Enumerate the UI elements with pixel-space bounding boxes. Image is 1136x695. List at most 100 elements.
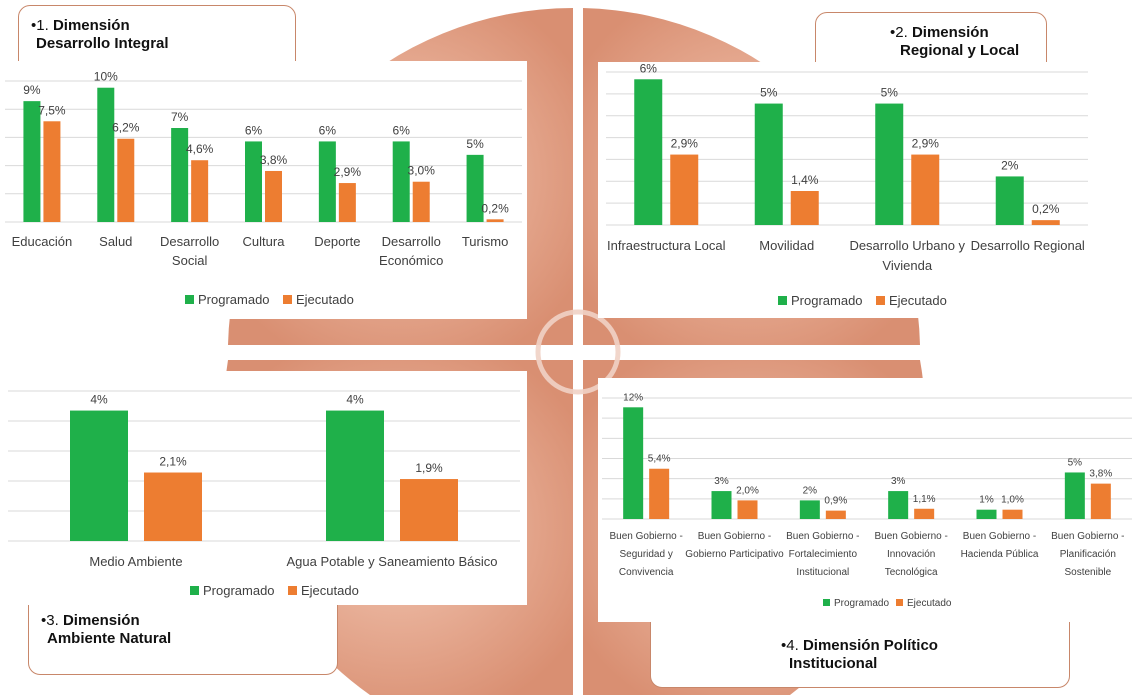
value-label-ejecutado: 4,6%	[186, 142, 214, 156]
bar-programado	[711, 491, 732, 519]
legend-label-programado: Programado	[791, 293, 863, 308]
bar-programado	[1064, 472, 1085, 519]
category-label: Agua Potable y Saneamiento Básico	[286, 554, 497, 569]
value-label-programado: 12%	[623, 392, 643, 403]
center-cycle-ring	[535, 309, 621, 395]
value-label-programado: 6%	[640, 62, 658, 75]
category-label: Fortalecimiento	[789, 549, 858, 560]
category-label: Hacienda Pública	[961, 549, 1039, 560]
value-label-ejecutado: 3,8%	[1089, 469, 1112, 480]
dimension-4-title-line1: Dimensión Político	[802, 637, 938, 654]
value-label-ejecutado: 3,0%	[408, 164, 436, 178]
category-label: Buen Gobierno -	[698, 531, 771, 542]
legend-label-programado: Programado	[834, 598, 889, 609]
legend-label-programado: Programado	[198, 292, 270, 307]
dimension-4-title-line2: Institucional	[789, 655, 878, 672]
chart-politico-institucional: 12% 5,4% Buen Gobierno - Seguridad y Convive…	[602, 392, 1132, 609]
category-label: Desarrollo	[382, 234, 441, 249]
category-label: Movilidad	[759, 238, 814, 253]
value-label-programado: 6%	[393, 123, 411, 137]
dimension-2-title-line2: Regional y Local	[900, 42, 1020, 59]
value-label-programado: 6%	[245, 123, 263, 137]
chart-panel-ambiente-natural: 4% 2,1% Medio Ambiente 4% 1,9% Agua Potable y…	[0, 371, 527, 605]
bar-ejecutado	[486, 219, 504, 222]
bar-ejecutado	[914, 508, 935, 519]
chart-panel-desarrollo-integral: 9% 7,5% Educación 10% 6,2% Salud 7% 4,6% Desarro…	[0, 61, 527, 319]
legend-label-programado: Programado	[203, 583, 275, 598]
value-label-ejecutado: 2,9%	[671, 137, 699, 151]
category-label: Buen Gobierno -	[786, 531, 859, 542]
chart-panel-politico-institucional: 12% 5,4% Buen Gobierno - Seguridad y Convive…	[598, 378, 1136, 622]
category-label: Tecnológica	[885, 567, 938, 578]
value-label-programado: 4%	[346, 393, 364, 407]
category-label: Buen Gobierno -	[963, 531, 1036, 542]
bar-ejecutado	[1031, 220, 1060, 225]
bar-ejecutado	[911, 154, 940, 225]
category-label: Institucional	[796, 567, 849, 578]
bar-ejecutado	[1002, 509, 1023, 519]
category-label: Desarrollo Regional	[971, 238, 1085, 253]
value-label-programado: 9%	[23, 83, 41, 97]
legend-label-ejecutado: Ejecutado	[301, 583, 359, 598]
value-label-ejecutado: 2,9%	[912, 137, 940, 151]
value-label-ejecutado: 2,9%	[334, 165, 362, 179]
bar-programado	[245, 141, 262, 222]
legend-label-ejecutado: Ejecutado	[889, 293, 947, 308]
bar-programado	[995, 176, 1024, 225]
bar-ejecutado	[144, 472, 202, 541]
category-label: Cultura	[243, 234, 286, 249]
bar-ejecutado	[1090, 483, 1111, 519]
category-label: Económico	[379, 253, 443, 268]
bar-programado	[318, 141, 336, 222]
bar-programado	[754, 103, 783, 225]
value-label-programado: 2%	[1001, 158, 1019, 172]
legend-swatch-ejecutado	[896, 599, 903, 606]
category-label: Buen Gobierno -	[874, 531, 947, 542]
category-label: Desarrollo Urbano y	[849, 238, 965, 253]
bar-programado	[326, 410, 384, 541]
bar-ejecutado	[670, 154, 699, 225]
category-label: Buen Gobierno -	[609, 531, 682, 542]
value-label-ejecutado: 2,0%	[736, 485, 759, 496]
value-label-ejecutado: 5,4%	[648, 454, 671, 465]
bar-ejecutado	[117, 138, 135, 222]
value-label-programado: 10%	[94, 70, 118, 84]
category-label: Social	[172, 253, 208, 268]
bar-programado	[23, 101, 41, 222]
legend-label-ejecutado: Ejecutado	[296, 292, 354, 307]
category-label: Sostenible	[1064, 567, 1111, 578]
legend-swatch-programado	[190, 586, 199, 595]
category-label: Desarrollo	[160, 234, 219, 249]
category-label: Medio Ambiente	[89, 554, 182, 569]
category-label: Educación	[12, 234, 73, 249]
bar-programado	[888, 491, 909, 519]
value-label-ejecutado: 0,2%	[481, 201, 509, 215]
category-label: Salud	[99, 234, 132, 249]
dimension-3-bullet: •3.	[41, 612, 63, 629]
bar-programado	[171, 128, 189, 222]
bar-programado	[799, 500, 820, 519]
legend-swatch-ejecutado	[876, 296, 885, 305]
legend-swatch-programado	[823, 599, 830, 606]
value-label-ejecutado: 1,9%	[415, 461, 443, 475]
dimension-3-title-line2: Ambiente Natural	[47, 630, 172, 647]
category-label: Gobierno Participativo	[685, 549, 784, 560]
category-label: Vivienda	[882, 258, 932, 273]
bar-ejecutado	[265, 170, 282, 222]
bar-ejecutado	[412, 181, 430, 222]
bar-programado	[97, 87, 115, 222]
category-label: Deporte	[314, 234, 360, 249]
value-label-programado: 6%	[319, 123, 337, 137]
dimension-1-bullet: •1.	[31, 17, 53, 34]
bar-programado	[466, 154, 484, 222]
bar-ejecutado	[790, 191, 819, 225]
value-label-ejecutado: 0,9%	[824, 496, 847, 507]
bar-programado	[392, 141, 410, 222]
value-label-programado: 2%	[803, 485, 818, 496]
legend-swatch-ejecutado	[288, 586, 297, 595]
value-label-programado: 3%	[714, 476, 729, 487]
value-label-programado: 4%	[90, 393, 108, 407]
value-label-ejecutado: 6,2%	[112, 121, 140, 135]
value-label-programado: 5%	[466, 137, 484, 151]
value-label-ejecutado: 0,2%	[1032, 202, 1060, 216]
